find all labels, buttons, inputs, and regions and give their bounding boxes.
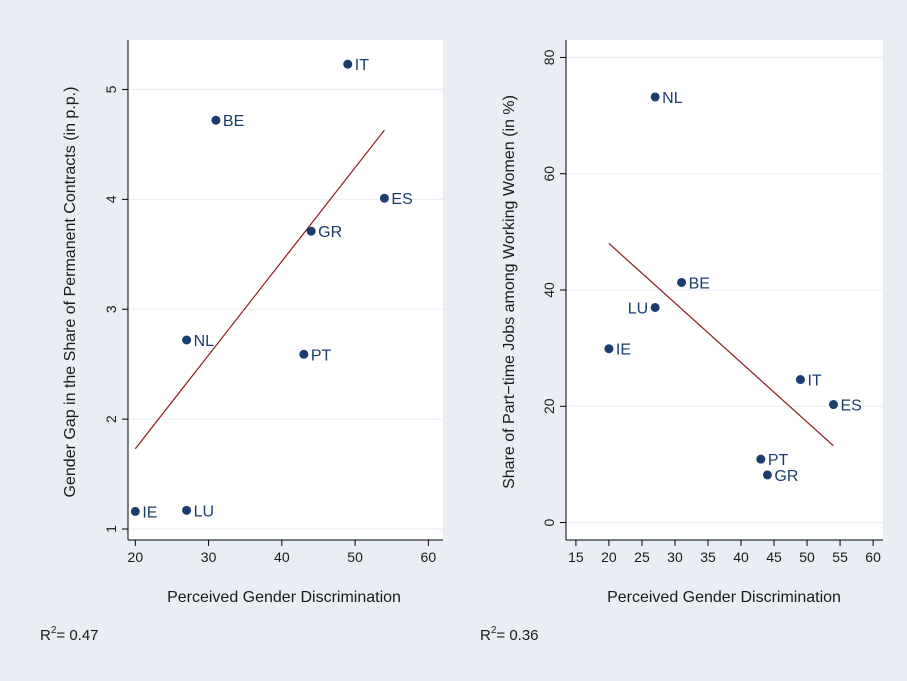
left-y-tick-label: 2 [103, 415, 119, 423]
right-point-nl [650, 92, 660, 102]
right-r-squared-exponent: 2 [491, 625, 497, 636]
right-r-squared-value: = 0.36 [496, 627, 538, 644]
left-y-axis-title: Gender Gap in the Share of Permanent Con… [62, 87, 79, 498]
left-x-tick-label: 60 [421, 549, 437, 565]
left-point-it [343, 59, 353, 69]
left-point-label-gr: GR [318, 224, 342, 241]
left-plot-area [128, 40, 443, 540]
right-x-tick-label: 45 [766, 549, 782, 565]
left-point-ie [130, 506, 140, 516]
right-x-tick-label: 30 [667, 549, 683, 565]
left-x-axis-title: Perceived Gender Discrimination [167, 589, 401, 606]
left-point-gr [306, 226, 316, 236]
left-point-pt [299, 349, 309, 359]
right-y-tick-label: 80 [541, 49, 557, 65]
right-x-tick-label: 55 [832, 549, 848, 565]
right-r-squared: R2= 0.36 [480, 625, 539, 644]
right-panel: Perceived Gender Discrimination Share of… [480, 40, 883, 644]
right-x-tick-label: 25 [634, 549, 650, 565]
left-point-label-it: IT [355, 57, 369, 74]
left-point-be [211, 115, 221, 125]
left-point-es [379, 193, 389, 203]
right-y-tick-label: 20 [541, 398, 557, 414]
left-r-squared-symbol: R [40, 627, 51, 644]
right-point-label-pt: PT [768, 452, 789, 469]
right-y-axis-title: Share of Part−time Jobs among Working Wo… [501, 95, 518, 489]
right-point-it [795, 375, 805, 385]
right-point-lu [650, 302, 660, 312]
right-x-tick-label: 35 [700, 549, 716, 565]
right-point-label-gr: GR [774, 468, 798, 485]
right-y-tick-label: 40 [541, 282, 557, 298]
right-x-tick-label: 60 [865, 549, 881, 565]
left-point-lu [182, 505, 192, 515]
right-x-tick-label: 15 [568, 549, 584, 565]
left-y-tick-label: 3 [103, 305, 119, 313]
left-x-tick-label: 30 [201, 549, 217, 565]
left-y-tick-label: 5 [103, 85, 119, 93]
right-point-label-es: ES [840, 398, 861, 415]
right-point-label-ie: IE [616, 342, 631, 359]
left-point-label-pt: PT [311, 347, 332, 364]
right-point-gr [762, 470, 772, 480]
right-point-label-lu: LU [628, 300, 648, 317]
left-r-squared-value: = 0.47 [56, 627, 98, 644]
right-y-tick-label: 60 [541, 166, 557, 182]
left-point-label-nl: NL [194, 333, 215, 350]
left-panel: Perceived Gender Discrimination Gender G… [40, 40, 443, 644]
right-y-tick-label: 0 [541, 518, 557, 526]
right-point-label-be: BE [689, 275, 710, 292]
right-point-es [828, 400, 838, 410]
right-point-label-it: IT [807, 373, 821, 390]
left-y-tick-label: 4 [103, 195, 119, 203]
right-point-label-nl: NL [662, 90, 683, 107]
left-x-tick-label: 40 [274, 549, 290, 565]
left-y-tick-label: 1 [103, 525, 119, 533]
right-x-tick-label: 20 [601, 549, 617, 565]
left-point-nl [182, 335, 192, 345]
left-point-label-lu: LU [194, 503, 214, 520]
left-point-label-be: BE [223, 113, 244, 130]
left-fit-line [134, 129, 385, 450]
right-point-pt [756, 454, 766, 464]
left-r-squared-exponent: 2 [51, 625, 57, 636]
right-x-tick-label: 40 [733, 549, 749, 565]
left-r-squared: R2= 0.47 [40, 625, 99, 644]
right-point-ie [604, 344, 614, 354]
right-x-tick-label: 50 [799, 549, 815, 565]
right-fit-line [608, 243, 834, 447]
left-point-label-es: ES [391, 191, 412, 208]
right-x-axis-title: Perceived Gender Discrimination [607, 589, 841, 606]
left-x-tick-label: 50 [347, 549, 363, 565]
right-r-squared-symbol: R [480, 627, 491, 644]
left-x-tick-label: 20 [128, 549, 144, 565]
right-point-be [677, 277, 687, 287]
left-point-label-ie: IE [142, 504, 157, 521]
